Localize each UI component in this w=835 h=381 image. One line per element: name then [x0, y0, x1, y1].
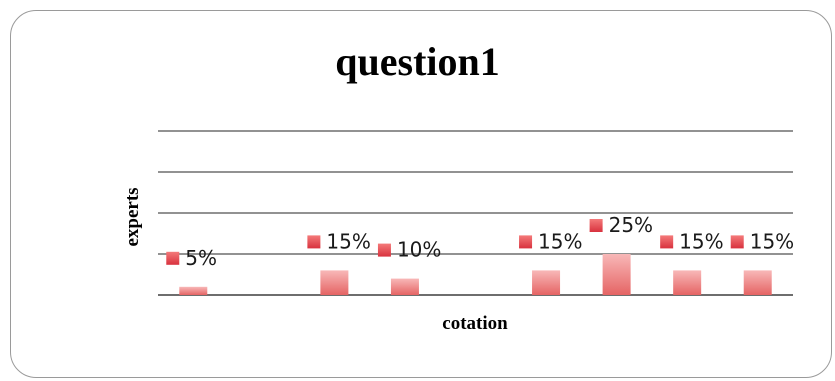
bar-6 [532, 270, 561, 295]
bar-1 [179, 286, 208, 295]
bar-8 [673, 270, 702, 295]
legend-key-marker [377, 243, 391, 257]
data-label: 5% [185, 246, 217, 270]
bar-9 [743, 270, 772, 295]
legend-key-marker [730, 235, 744, 249]
bar-4 [390, 278, 419, 295]
legend-key-marker [519, 235, 533, 249]
data-label: 25% [609, 213, 653, 237]
data-label: 15% [750, 229, 794, 253]
legend-key-marker [307, 235, 321, 249]
legend-key-marker [660, 235, 674, 249]
data-label: 15% [679, 229, 723, 253]
x-axis-label: cotation [442, 313, 508, 334]
chart-title: question1 [335, 39, 500, 84]
data-label: 15% [326, 229, 370, 253]
legend-key-marker [166, 251, 180, 265]
legend-key-marker [589, 219, 603, 232]
data-label: 15% [538, 229, 582, 253]
chart-frame [10, 10, 832, 378]
bar-3 [320, 270, 349, 295]
data-label: 10% [397, 238, 441, 262]
bar-7 [602, 254, 631, 295]
